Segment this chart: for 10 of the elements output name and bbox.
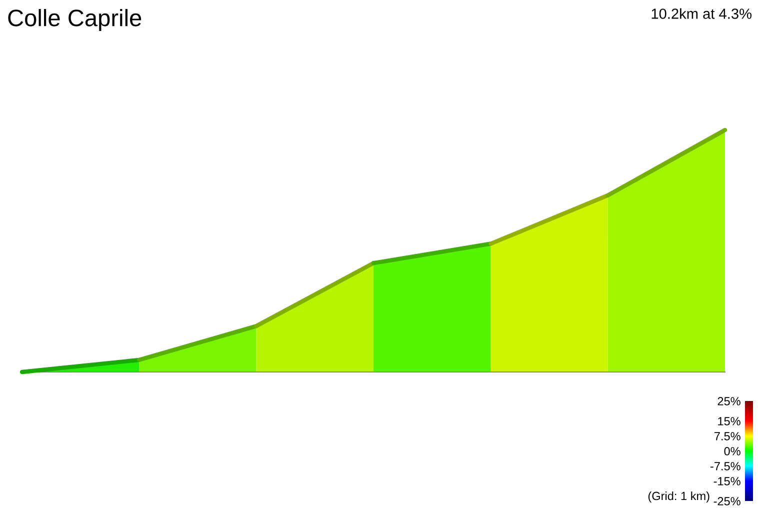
color-bar-label: 15% [718,417,740,426]
chart-subtitle: 10.2km at 4.3% [652,8,752,19]
color-bar-label: -15% [714,477,740,486]
color-bar-label: 7.5% [714,432,740,440]
chart-title: Colle Caprile [8,8,142,32]
color-bar-label: -7.5% [710,462,740,470]
color-bar-label: 25% [718,397,740,406]
text: (Grid: 1 km) [648,491,710,502]
color-bar-label: 0% [724,447,740,456]
color-bar-label: -25% [714,497,740,506]
